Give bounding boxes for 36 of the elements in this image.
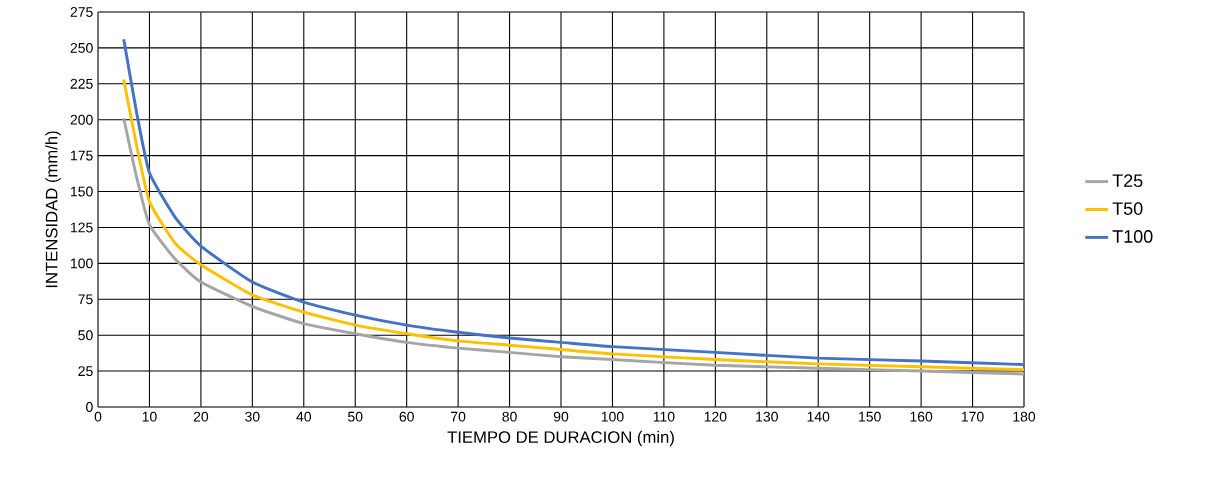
x-tick-label: 120: [704, 411, 727, 422]
legend-label: T50: [1112, 202, 1143, 215]
x-tick-label: 150: [859, 411, 881, 422]
x-tick-label: 110: [653, 411, 675, 422]
y-tick-label: 0: [86, 402, 93, 412]
x-tick-label: 10: [142, 411, 157, 422]
x-tick-label: 180: [1013, 411, 1036, 422]
y-tick-label: 275: [70, 7, 93, 17]
x-tick-label: 100: [601, 411, 624, 422]
y-tick-label: 125: [71, 222, 93, 233]
y-tick-label: 150: [71, 186, 93, 197]
y-axis-title: INTENSIDAD (mm/h): [45, 131, 61, 288]
y-tick-label: 100: [71, 258, 93, 269]
x-tick-label: 30: [245, 411, 260, 422]
x-tick-label: 20: [193, 411, 209, 422]
x-tick-label: 90: [553, 411, 569, 422]
x-tick-label: 80: [502, 411, 517, 422]
x-tick-label: 0: [94, 411, 102, 422]
x-tick-label: 130: [756, 411, 778, 422]
x-tick-label: 40: [296, 411, 312, 422]
x-tick-label: 60: [399, 411, 414, 422]
x-tick-label: 170: [961, 411, 984, 422]
legend-label: T25: [1112, 174, 1143, 188]
x-tick-label: 160: [910, 411, 933, 422]
y-tick-label: 250: [70, 42, 93, 53]
y-tick-label: 50: [78, 330, 93, 341]
x-tick-label: 140: [807, 411, 830, 422]
y-tick-label: 75: [78, 294, 93, 305]
y-tick-label: 25: [78, 366, 93, 377]
legend-label: T100: [1112, 230, 1153, 243]
y-tick-label: 175: [71, 150, 93, 161]
x-tick-label: 50: [348, 411, 363, 422]
x-axis-title: TIEMPO DE DURACION (min): [447, 430, 674, 447]
x-tick-label: 70: [451, 411, 466, 422]
y-tick-label: 225: [70, 78, 93, 89]
y-tick-label: 200: [70, 114, 93, 125]
